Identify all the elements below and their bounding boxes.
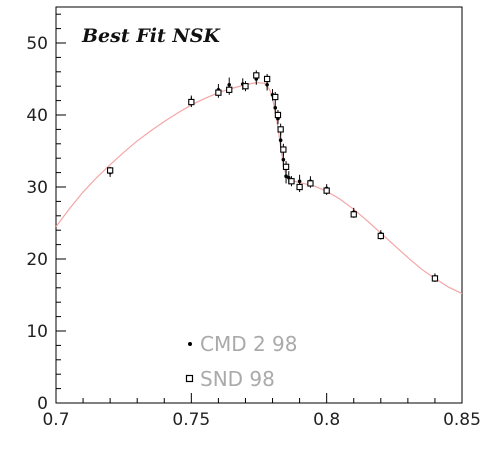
square-marker (274, 111, 282, 119)
square-marker (288, 178, 295, 185)
square-marker (253, 72, 260, 79)
y-tick-label: 20 (26, 250, 48, 270)
legend-marker-cmd (188, 342, 192, 346)
x-tick-label: 0.7 (42, 410, 69, 430)
dot-marker (281, 157, 286, 162)
snd-data-point (226, 84, 233, 95)
cmd-data-point (278, 133, 283, 148)
dot-marker (278, 138, 283, 142)
snd-data-point (282, 161, 290, 173)
snd-data-point (277, 123, 284, 136)
snd-data-point (280, 143, 287, 156)
square-marker (242, 83, 249, 90)
legend-label-snd: SND 98 (200, 367, 275, 391)
dot-marker (227, 82, 232, 87)
y-axis: 0 10 20 30 40 50 (26, 13, 66, 414)
plot-frame (55, 6, 463, 404)
square-marker (277, 126, 284, 133)
square-marker (106, 167, 114, 174)
cmd-data-point (273, 102, 278, 114)
chart-title: Best Fit NSK (81, 25, 221, 47)
snd-data-point (106, 166, 114, 175)
square-marker (215, 89, 222, 96)
square-marker (296, 183, 303, 191)
snd-data-point (431, 274, 439, 283)
snd-data-point (350, 210, 357, 218)
snd-data-point (253, 70, 260, 81)
x-tick-label: 0.75 (172, 410, 210, 430)
square-marker (226, 86, 233, 93)
snd-data-point (274, 109, 282, 121)
square-marker (272, 93, 279, 101)
y-tick-label: 0 (37, 394, 48, 414)
dot-marker (265, 82, 269, 87)
x-tick-label: 0.8 (313, 410, 340, 430)
square-marker (431, 275, 439, 282)
snd-data-point (263, 73, 271, 85)
legend-marker-snd (185, 374, 194, 383)
square-marker (323, 187, 330, 194)
snd-data-point (296, 181, 303, 193)
legend-label-cmd: CMD 2 98 (200, 332, 298, 356)
square-marker (282, 163, 290, 170)
x-tick-label: 0.85 (443, 410, 481, 430)
y-tick-label: 30 (26, 178, 48, 198)
snd-data-point (377, 232, 384, 240)
square-marker (263, 75, 271, 83)
y-tick-label: 50 (26, 34, 48, 54)
y-tick-label: 40 (26, 106, 48, 126)
x-axis: 0.7 0.75 0.8 0.85 (42, 393, 481, 430)
y-tick-label: 10 (26, 322, 48, 342)
fit-curve (55, 81, 463, 295)
square-marker (188, 98, 195, 106)
snd-data-point (242, 81, 249, 92)
snd-data-point (215, 87, 222, 98)
square-marker (377, 232, 384, 240)
data-points (106, 70, 439, 283)
square-marker (350, 211, 357, 218)
snd-data-point (188, 97, 195, 108)
snd-data-point (272, 91, 279, 103)
square-marker (307, 180, 314, 187)
dot-marker (284, 174, 288, 178)
dot-marker (297, 179, 302, 184)
snd-data-point (307, 179, 314, 188)
snd-data-point (323, 186, 330, 195)
dot-marker (273, 106, 278, 110)
legend: CMD 2 98 SND 98 (185, 332, 298, 391)
snd-data-point (288, 176, 295, 187)
square-marker (280, 146, 287, 153)
